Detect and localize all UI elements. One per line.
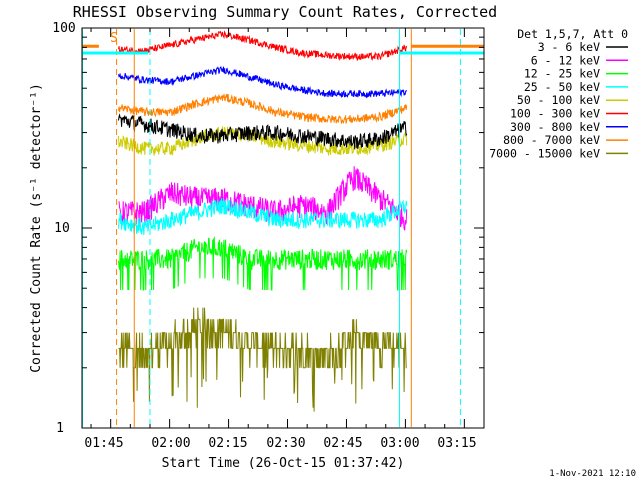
series-line-6 <box>118 66 408 99</box>
chart-title: RHESSI Observing Summary Count Rates, Co… <box>73 3 497 21</box>
x-tick-label-0230: 02:30 <box>266 436 305 451</box>
timestamp-footer: 1-Nov-2021 12:10 <box>549 469 636 479</box>
y-tick-label-1: 1 <box>56 421 64 436</box>
series-line-7 <box>118 93 408 124</box>
x-axis-label: Start Time (26-Oct-15 01:37:42) <box>162 456 405 471</box>
axis-ticks <box>82 28 485 429</box>
attenuator-state-label: S <box>110 31 118 46</box>
legend-label-8: 7000 - 15000 keV <box>489 146 600 160</box>
series-line-8 <box>118 307 407 412</box>
x-tick-label-0315: 03:15 <box>437 436 476 451</box>
legend-label-4: 50 - 100 keV <box>517 93 600 107</box>
x-tick-label-0145: 01:45 <box>84 436 123 451</box>
series-line-4 <box>118 126 408 157</box>
x-tick-label-0245: 02:45 <box>323 436 362 451</box>
series-line-3 <box>118 197 408 236</box>
x-tick-label-0215: 02:15 <box>208 436 247 451</box>
legend-label-7: 800 - 7000 keV <box>503 133 600 147</box>
x-tick-label-0300: 03:00 <box>380 436 419 451</box>
y-tick-label-10: 10 <box>54 221 70 236</box>
legend-label-6: 300 - 800 keV <box>510 120 600 134</box>
legend-label-1: 6 - 12 keV <box>531 53 600 67</box>
interval-markers <box>82 29 484 427</box>
series-line-5 <box>118 30 408 62</box>
series-layer <box>118 30 408 412</box>
legend-label-2: 12 - 25 keV <box>524 67 600 81</box>
legend-label-3: 25 - 50 keV <box>524 80 600 94</box>
y-tick-label-100: 100 <box>52 21 75 36</box>
series-line-2 <box>118 236 408 291</box>
legend-title: Det 1,5,7, Att 0 <box>517 27 628 41</box>
series-line-1 <box>118 166 408 231</box>
x-tick-label-0200: 02:00 <box>151 436 190 451</box>
series-line-0 <box>118 113 408 150</box>
y-axis-label: Corrected Count Rate (s⁻¹ detector⁻¹) <box>29 83 44 373</box>
legend-label-5: 100 - 300 keV <box>510 107 600 121</box>
legend-label-0: 3 - 6 keV <box>538 40 600 54</box>
